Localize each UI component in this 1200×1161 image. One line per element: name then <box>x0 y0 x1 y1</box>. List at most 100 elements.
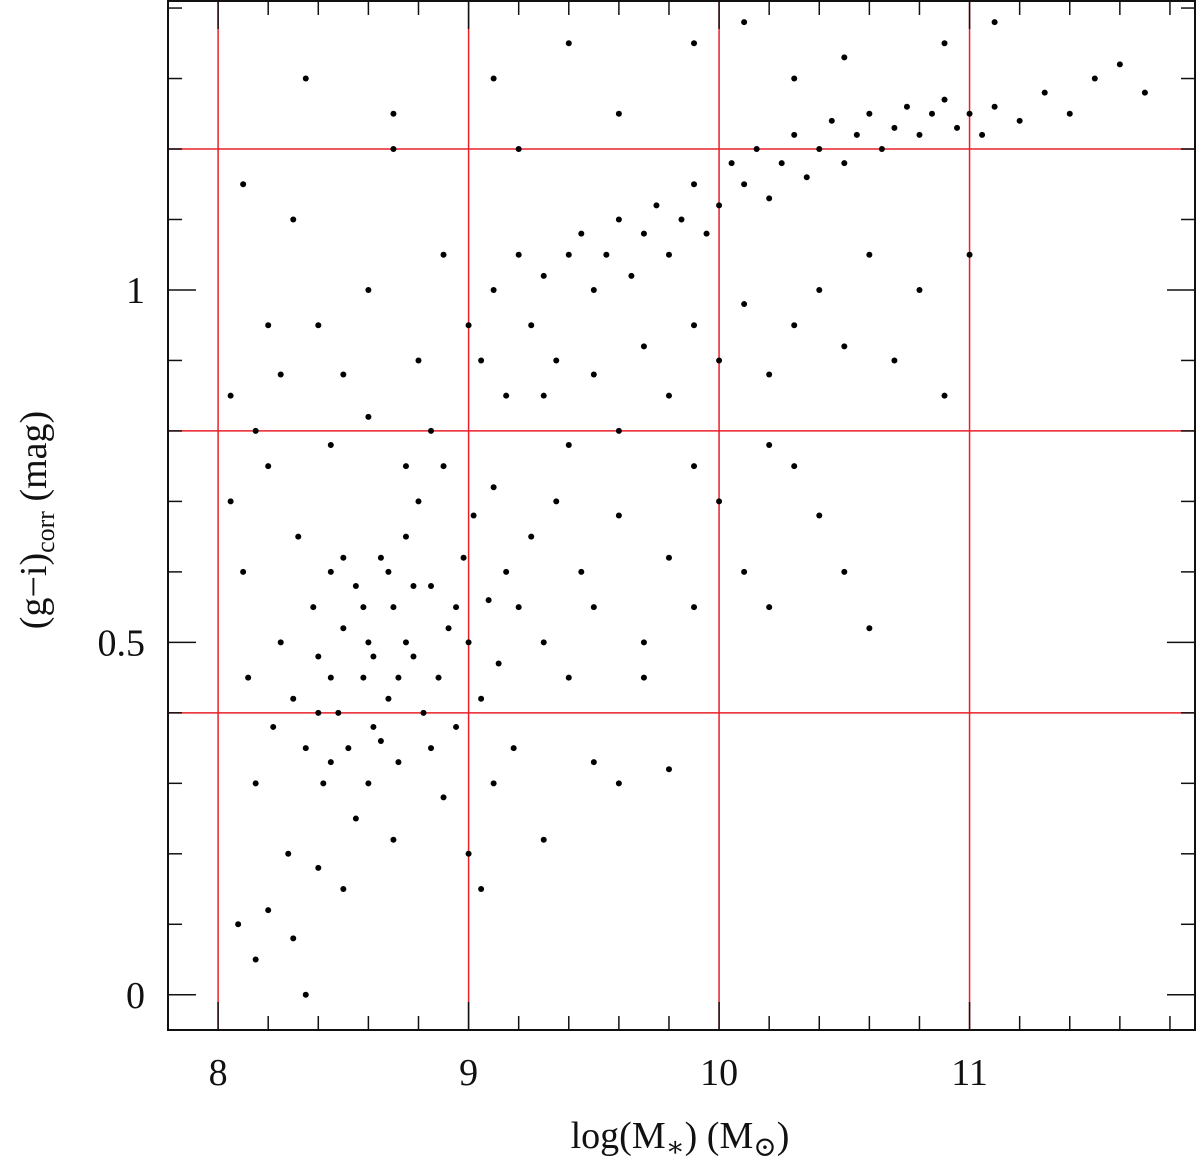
data-point <box>966 251 973 258</box>
data-point <box>1116 61 1123 68</box>
data-point <box>753 146 760 153</box>
data-point <box>540 639 547 646</box>
data-point <box>252 956 259 963</box>
data-point <box>678 216 685 223</box>
data-point <box>365 286 372 293</box>
data-point <box>728 160 735 167</box>
y-tick-label: 1 <box>126 270 145 312</box>
data-point <box>540 392 547 399</box>
data-point <box>853 131 860 138</box>
data-point <box>916 286 923 293</box>
data-point <box>365 639 372 646</box>
data-point <box>465 850 472 857</box>
data-point <box>302 991 309 998</box>
data-point <box>941 392 948 399</box>
x-label-sub: ∗ <box>666 1132 685 1161</box>
data-point <box>816 146 823 153</box>
data-point <box>1066 110 1073 117</box>
data-point <box>691 40 698 47</box>
data-point <box>565 674 572 681</box>
data-point <box>440 251 447 258</box>
y-label-sub: corr <box>31 511 60 553</box>
data-point <box>402 533 409 540</box>
data-point <box>903 103 910 110</box>
data-point <box>345 745 352 752</box>
data-point <box>302 75 309 82</box>
data-point <box>1016 117 1023 124</box>
data-point <box>841 568 848 575</box>
data-point <box>791 322 798 329</box>
data-point <box>453 604 460 611</box>
data-point <box>290 216 297 223</box>
data-point <box>465 322 472 329</box>
data-point <box>553 357 560 364</box>
data-point <box>791 131 798 138</box>
data-point <box>340 886 347 893</box>
data-point <box>741 568 748 575</box>
data-point <box>390 836 397 843</box>
data-point <box>315 709 322 716</box>
data-point <box>320 780 327 787</box>
data-point <box>340 371 347 378</box>
data-point <box>941 40 948 47</box>
data-point <box>615 780 622 787</box>
data-point <box>265 463 272 470</box>
data-point <box>340 554 347 561</box>
data-point <box>640 343 647 350</box>
data-point <box>866 110 873 117</box>
data-point <box>590 759 597 766</box>
data-point <box>703 230 710 237</box>
data-point <box>640 639 647 646</box>
data-point <box>828 117 835 124</box>
data-point <box>615 512 622 519</box>
x-tick-label: 10 <box>700 1052 738 1094</box>
data-point <box>741 181 748 188</box>
data-point <box>1141 89 1148 96</box>
data-point <box>841 54 848 61</box>
data-point <box>302 745 309 752</box>
data-point <box>510 745 517 752</box>
data-point <box>402 639 409 646</box>
data-point <box>578 230 585 237</box>
data-point <box>665 251 672 258</box>
data-point <box>377 554 384 561</box>
y-tick-label: 0 <box>126 975 145 1017</box>
data-point <box>866 251 873 258</box>
data-point <box>390 110 397 117</box>
data-point <box>377 738 384 745</box>
data-point <box>803 174 810 181</box>
data-point <box>766 604 773 611</box>
data-point <box>360 674 367 681</box>
data-point <box>578 568 585 575</box>
data-point <box>370 653 377 660</box>
y-label-part: (g−i) <box>13 553 55 629</box>
data-point <box>741 19 748 26</box>
data-point <box>265 322 272 329</box>
data-point <box>465 639 472 646</box>
data-point <box>716 202 723 209</box>
data-point <box>553 498 560 505</box>
x-tick-label: 8 <box>209 1052 228 1094</box>
data-point <box>310 604 317 611</box>
y-label-part: (mag) <box>13 411 55 511</box>
data-point <box>691 181 698 188</box>
data-point <box>991 103 998 110</box>
data-point <box>665 766 672 773</box>
data-point <box>490 484 497 491</box>
data-point <box>565 40 572 47</box>
data-point <box>941 96 948 103</box>
data-point <box>528 533 535 540</box>
data-point <box>665 392 672 399</box>
x-label-sub: ⊙ <box>753 1132 776 1161</box>
data-point <box>665 554 672 561</box>
data-point <box>290 935 297 942</box>
data-point <box>315 864 322 871</box>
data-point <box>495 660 502 667</box>
data-point <box>766 371 773 378</box>
data-point <box>640 230 647 237</box>
data-point <box>540 836 547 843</box>
data-point <box>979 131 986 138</box>
data-point <box>252 780 259 787</box>
data-point <box>1091 75 1098 82</box>
data-point <box>816 286 823 293</box>
